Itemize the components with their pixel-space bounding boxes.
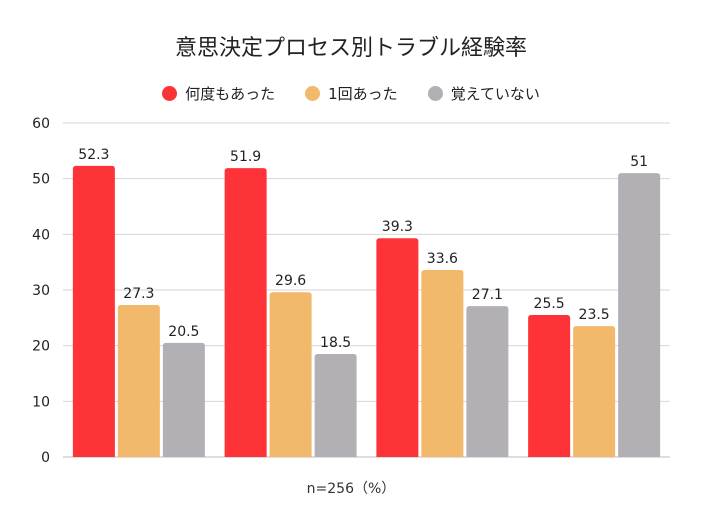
data-label: 33.6: [427, 251, 458, 267]
bar: [314, 354, 357, 457]
data-label: 23.5: [579, 307, 610, 323]
y-tick-label: 30: [32, 283, 50, 299]
bar: [162, 342, 205, 457]
bar: [618, 173, 661, 457]
bar: [269, 292, 312, 457]
sample-size-note: n=256（%）: [306, 481, 396, 497]
data-label: 25.5: [534, 296, 565, 312]
data-label: 18.5: [320, 335, 351, 351]
y-tick-label: 40: [32, 227, 50, 243]
legend-item-series-2: 覚えていない: [427, 83, 540, 104]
data-label: 27.3: [123, 286, 154, 302]
bar: [224, 168, 267, 457]
legend-swatch-series-0: [162, 86, 178, 101]
y-tick-label: 60: [32, 116, 50, 132]
bar: [421, 269, 464, 457]
bar: [573, 326, 616, 457]
legend-label-series-0: 何度もあった: [185, 85, 276, 103]
chart-title: 意思決定プロセス別トラブル経験率: [174, 36, 527, 61]
bar: [528, 315, 571, 457]
y-tick-label: 10: [32, 394, 50, 410]
legend-swatch-series-1: [305, 86, 321, 101]
data-label: 27.1: [472, 287, 503, 303]
data-label: 52.3: [78, 147, 109, 163]
y-tick-label: 20: [32, 339, 50, 355]
legend-label-series-1: 1回あった: [328, 85, 398, 103]
data-label: 51: [630, 154, 648, 170]
data-label: 39.3: [382, 219, 413, 235]
legend-swatch-series-2: [427, 86, 443, 101]
legend-item-series-0: 何度もあった: [162, 83, 275, 104]
data-label: 51.9: [230, 149, 261, 165]
bar: [72, 165, 115, 457]
bar: [376, 238, 419, 457]
legend: 何度もあった 1回あった 覚えていない: [0, 83, 702, 104]
bar: [466, 306, 509, 457]
data-label: 20.5: [168, 324, 199, 340]
bar: [117, 305, 160, 457]
y-tick-label: 0: [41, 450, 50, 466]
legend-label-series-2: 覚えていない: [450, 85, 540, 103]
y-tick-label: 50: [32, 172, 50, 188]
data-label: 29.6: [275, 273, 306, 289]
legend-item-series-1: 1回あった: [305, 83, 398, 104]
